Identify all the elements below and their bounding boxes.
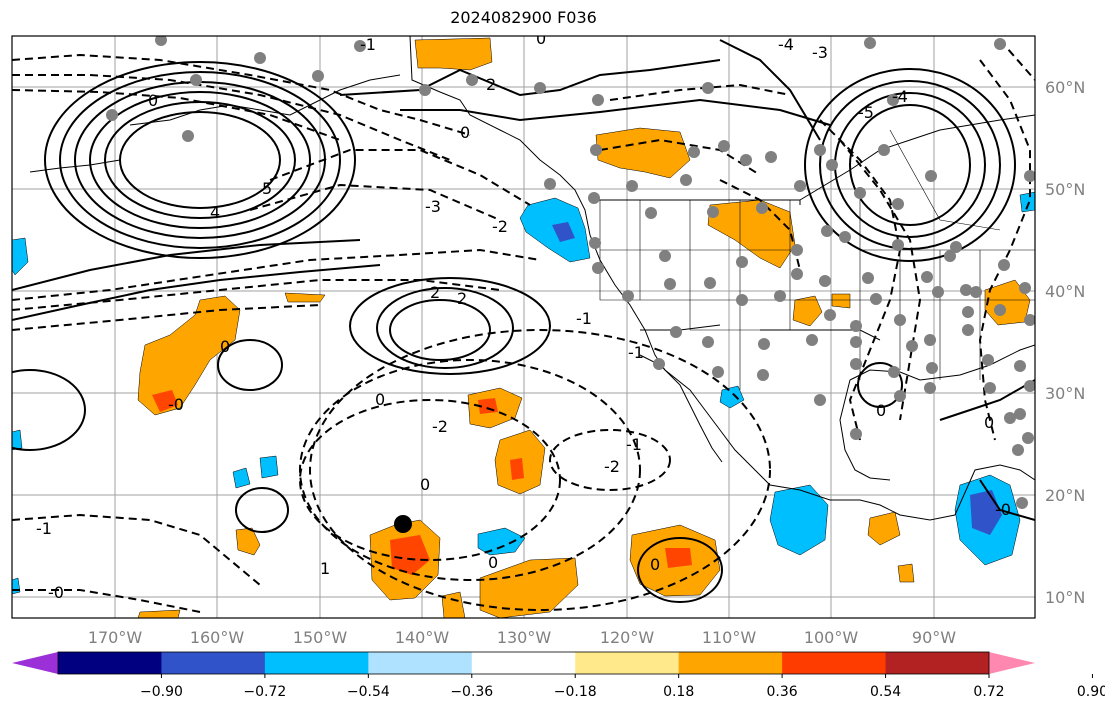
colorbar-segment [885,652,990,674]
colorbar-tick-label: −0.36 [450,684,493,700]
contour-label: 2 [457,289,467,308]
positive-anomaly-core [152,390,692,575]
lon-tick-label: 160°W [190,628,245,647]
colorbar-tick-label: 0.18 [663,684,694,700]
contour-label: -2 [492,217,508,236]
contour-label: 0 [220,337,230,356]
lat-tick-label: 10°N [1045,588,1085,607]
map-border [11,35,1036,619]
contour-label: -1 [360,35,376,54]
contour-label: -4 [892,87,908,106]
lat-tick-label: 60°N [1045,78,1085,97]
colorbar-segment [58,652,162,674]
contour-label: 4 [210,203,220,222]
contour-label: 0 [420,475,430,494]
contour-label: -1 [628,343,644,362]
colorbar-segment [264,652,369,674]
lat-tick-label: 40°N [1045,282,1085,301]
contour-labels: 5 4 0 0 0 -3 -2 -1 -1 2 2 2 0 -0 -2 -1 -… [36,29,1011,602]
colorbar-tick-label: −0.18 [554,684,597,700]
latitude-axis: 60°N 50°N 40°N 30°N 20°N 10°N [1045,78,1085,607]
contour-label: -3 [812,43,828,62]
colorbar-tick-label: 0.72 [973,684,1004,700]
graticule [12,36,1035,618]
contour-label: -0 [168,395,184,414]
figure-title: 2024082900 F036 [450,8,597,27]
contour-label: -0 [48,583,64,602]
lon-tick-label: 140°W [395,628,450,647]
colorbar: −0.90 −0.72 −0.54 −0.36 −0.18 0.18 0.36 0.54 0.7… [12,651,1105,700]
contour-label: 0 [536,29,546,48]
colorbar-extend-min [12,652,58,674]
contour-label: -1 [576,309,592,328]
contour-label: -1 [36,519,52,538]
contour-label: 0 [876,401,886,420]
colorbar-segment [782,652,887,674]
lat-tick-label: 50°N [1045,180,1085,199]
contour-label: 2 [486,75,496,94]
colorbar-tick-label: −0.90 [140,684,183,700]
colorbar-tick-label: 0.90 [1077,684,1105,700]
colorbar-segment [368,652,473,674]
contour-label: 0 [650,555,660,574]
lon-tick-label: 130°W [497,628,552,647]
contour-label: -1 [626,435,642,454]
contour-label: 0 [984,413,994,432]
colorbar-tick-label: 0.36 [767,684,798,700]
lat-tick-label: 30°N [1045,384,1085,403]
lon-tick-label: 120°W [600,628,655,647]
colorbar-tick-label: −0.72 [243,684,286,700]
colorbar-segment [678,652,783,674]
contour-label: -4 [778,35,794,54]
colorbar-tick-label: −0.54 [347,684,390,700]
contour-label: 0 [375,390,385,409]
lon-tick-label: 100°W [804,628,859,647]
station-dots [106,36,1035,509]
lon-tick-label: 110°W [702,628,757,647]
colorbar-tick-label: 0.54 [870,684,901,700]
longitude-axis: 170°W 160°W 150°W 140°W 130°W 120°W 110°… [88,628,956,647]
contour-label: -0 [995,500,1011,519]
contour-label: -5 [858,103,874,122]
colorbar-segment [575,652,680,674]
contour-label: 2 [430,283,440,302]
contour-label: 0 [488,553,498,572]
colorbar-border [57,651,990,675]
colorbar-segments [58,652,990,674]
colorbar-ticks: −0.90 −0.72 −0.54 −0.36 −0.18 0.18 0.36 0.54 0.7… [140,674,1105,700]
contour-label: -2 [432,417,448,436]
colorbar-segment [471,652,576,674]
lat-tick-label: 20°N [1045,486,1085,505]
contour-label: -2 [604,457,620,476]
lon-tick-label: 170°W [88,628,143,647]
contour-label: -3 [425,197,441,216]
lon-tick-label: 90°W [912,628,956,647]
colorbar-segment [161,652,266,674]
colorbar-extend-max [989,652,1035,674]
lon-tick-label: 150°W [293,628,348,647]
coastlines [29,36,1035,521]
contour-label: 1 [320,559,330,578]
contour-label: 0 [460,123,470,142]
contour-label: 5 [262,179,272,198]
storm-marker-icon [394,515,412,533]
negative-contours [12,39,1035,613]
contour-label: 0 [148,91,158,110]
